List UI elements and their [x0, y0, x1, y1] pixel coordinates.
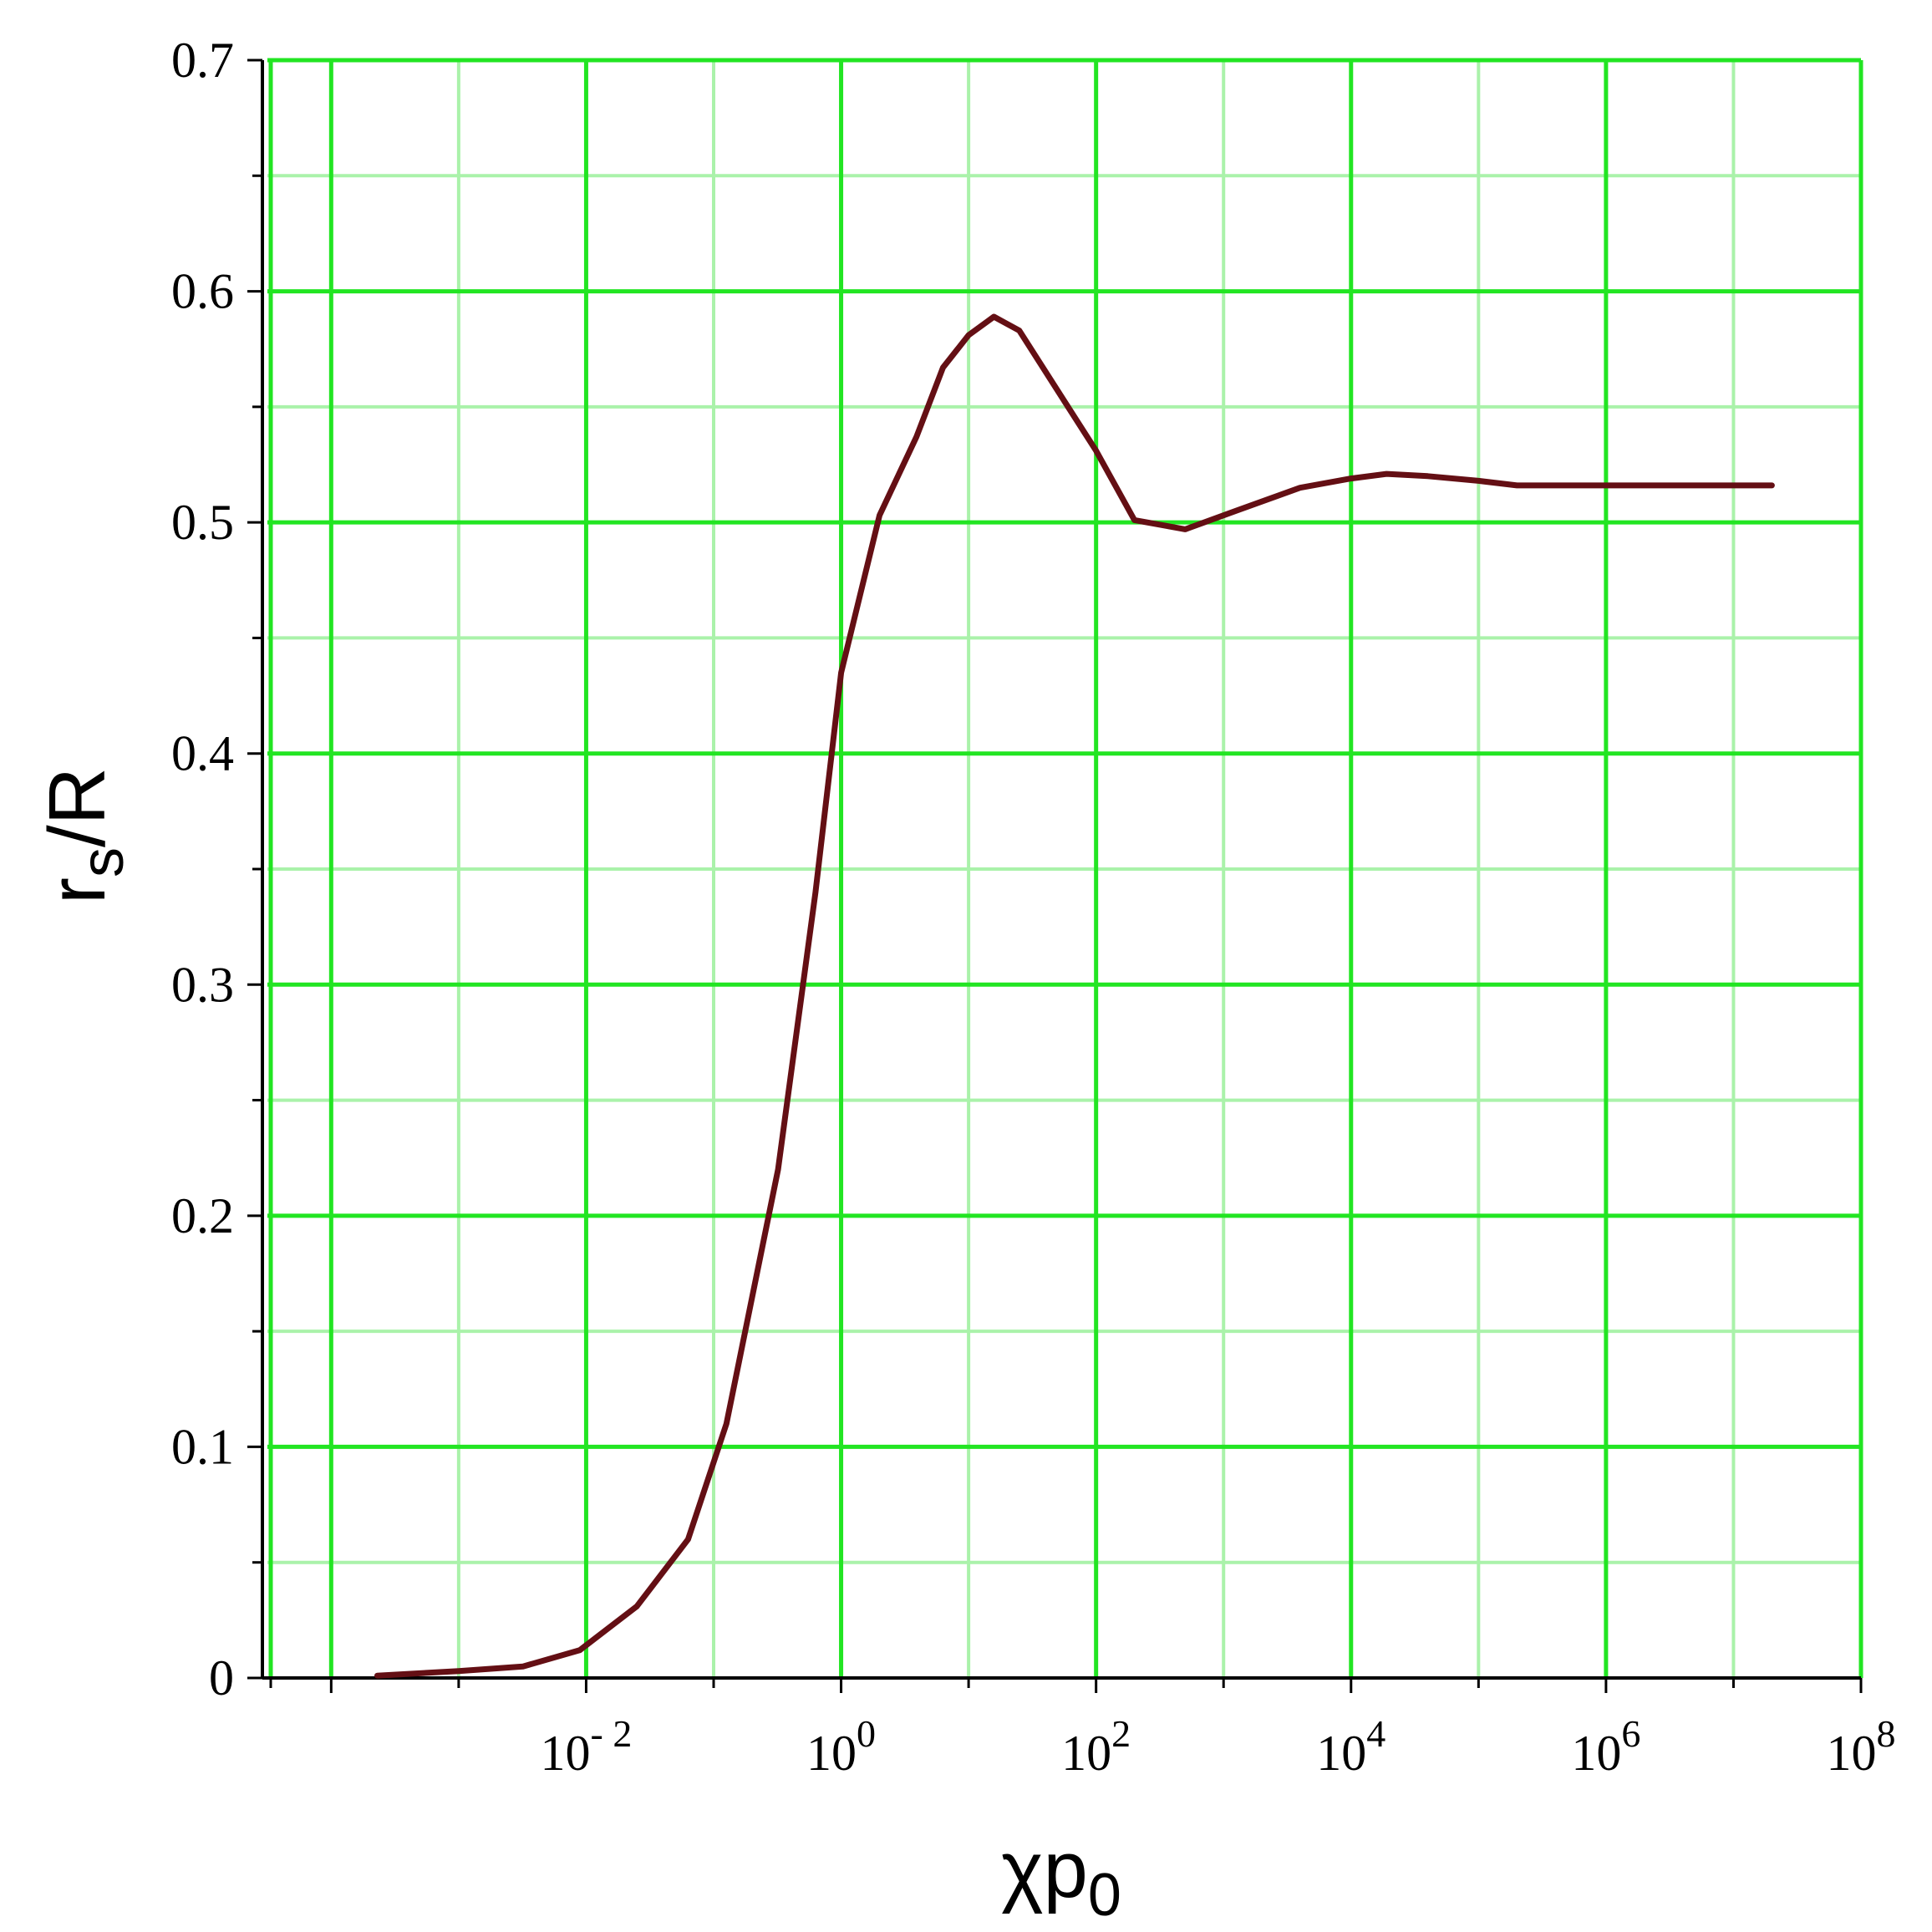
- axes: [247, 58, 1863, 1693]
- y-axis-title-main: r: [33, 877, 122, 904]
- y-tick-label: 0.1: [171, 1419, 234, 1474]
- tick-labels: 0 0.1 0.2 0.3 0.4 0.5 0.6 0.7 10- 2 100 102 104 106 1…: [171, 33, 1896, 1781]
- x-tick-label: 100: [806, 1712, 876, 1781]
- x-axis-title-main: χp: [1001, 1825, 1088, 1914]
- x-tick-label: 108: [1827, 1712, 1896, 1781]
- x-tick-label: 10- 2: [541, 1712, 633, 1781]
- y-tick-label: 0.3: [171, 957, 234, 1012]
- x-tick-label: 102: [1061, 1712, 1131, 1781]
- y-tick-label: 0.5: [171, 495, 234, 550]
- y-axis-title-rest: /R: [33, 767, 122, 847]
- x-axis-title-sub: 0: [1088, 1862, 1121, 1929]
- x-tick-label: 104: [1316, 1712, 1385, 1781]
- series-line-0: [374, 313, 1775, 1679]
- major-grid: [267, 58, 1863, 1678]
- y-axis-title-sub: s: [69, 847, 136, 877]
- x-axis-title: χp0: [1001, 1825, 1121, 1929]
- y-tick-label: 0.2: [171, 1188, 234, 1243]
- series-group: [374, 313, 1775, 1679]
- y-axis-title: rs/R: [33, 767, 136, 904]
- x-tick-label: 106: [1571, 1712, 1640, 1781]
- y-tick-label: 0.6: [171, 264, 234, 319]
- y-tick-label: 0: [209, 1650, 234, 1706]
- minor-grid: [267, 60, 1861, 1678]
- y-tick-label: 0.7: [171, 33, 234, 88]
- y-tick-label: 0.4: [171, 726, 234, 781]
